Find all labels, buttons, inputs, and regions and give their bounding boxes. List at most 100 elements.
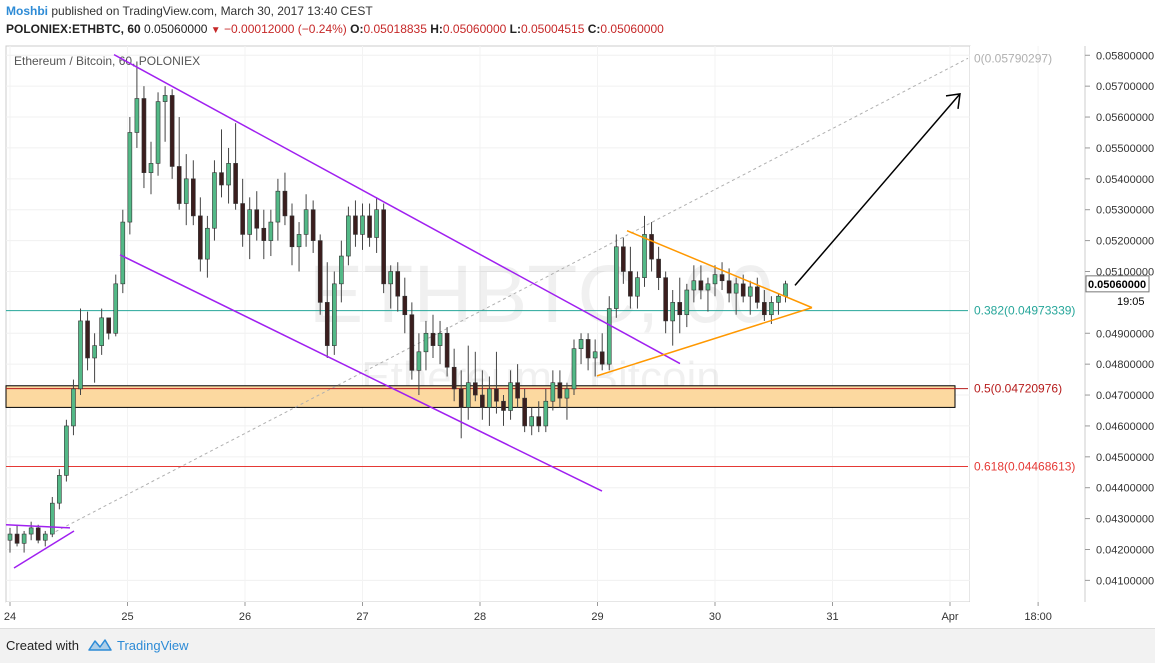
price-tick-label: 0.05200000	[1096, 236, 1154, 248]
candle-up	[99, 317, 104, 346]
candle-up	[71, 388, 76, 427]
candle-up	[769, 302, 774, 316]
channel-lower-line	[119, 254, 603, 492]
candle-up	[487, 388, 492, 408]
symbol-label[interactable]: POLONIEX:ETHBTC, 60	[6, 22, 141, 36]
candle-up	[7, 533, 13, 541]
time-tick-label: 27	[356, 611, 368, 623]
candle-up	[712, 274, 718, 285]
price-tick-label: 0.04900000	[1096, 328, 1154, 340]
candle-down	[762, 302, 767, 316]
drawings[interactable]	[5, 53, 961, 569]
down-arrow-icon: ▼	[210, 25, 221, 36]
chart-title: Ethereum / Bitcoin, 60, POLONIEX	[14, 54, 200, 68]
candle-up	[747, 286, 753, 297]
candle-up	[423, 332, 429, 353]
candle-up	[205, 227, 210, 260]
time-tick-label: 30	[709, 611, 721, 623]
candle-down	[628, 271, 633, 297]
candle-up	[78, 320, 83, 390]
candle-up	[268, 221, 274, 241]
price-tick-label: 0.04100000	[1096, 575, 1154, 587]
price-tick-label: 0.04500000	[1096, 452, 1154, 464]
candle-down	[649, 234, 654, 260]
publication-info: published on TradingView.com, March 30, …	[51, 4, 373, 18]
fib-retracement[interactable]: 0(0.05790297) 0.382(0.04973339) 0.5(0.0472…	[6, 51, 1075, 538]
last-price-tag	[1085, 275, 1150, 293]
fib-level-0382-label: 0.382(0.04973339)	[974, 304, 1075, 318]
candle-up	[134, 98, 140, 133]
candle-down	[677, 302, 683, 316]
candle-up	[691, 280, 697, 291]
candle-up	[642, 234, 647, 278]
price-tick-label: 0.05400000	[1096, 174, 1154, 186]
candle-down	[726, 280, 732, 294]
price-tick-label: 0.04700000	[1096, 390, 1154, 402]
candle-up	[162, 95, 168, 102]
low-value: 0.05004515	[520, 22, 585, 36]
candle-up	[64, 425, 69, 476]
candle-down	[472, 382, 478, 396]
author-link[interactable]: Moshbi	[6, 4, 48, 18]
small-triangle-upper	[5, 524, 71, 529]
candle-down	[317, 240, 323, 303]
low-label: L:	[509, 22, 521, 36]
candle-up	[303, 209, 309, 235]
candle-up	[113, 283, 119, 334]
candle-down	[289, 215, 295, 248]
candle-down	[754, 286, 760, 303]
candle-down	[310, 209, 316, 241]
candle-up	[437, 332, 443, 346]
candle-up	[374, 209, 379, 238]
footer-bar: Created with TradingView	[0, 628, 1155, 663]
fib-level-0618-label: 0.618(0.04468613)	[974, 460, 1075, 474]
candle-down	[444, 332, 450, 368]
candle-up	[57, 475, 62, 504]
candle-down	[656, 258, 661, 278]
time-tick-label: 29	[591, 611, 603, 623]
candle-up	[733, 283, 739, 294]
candle-up	[183, 178, 189, 204]
small-triangle-lower	[13, 530, 75, 569]
candle-up	[776, 295, 781, 303]
candle-up	[571, 348, 577, 390]
candle-up	[578, 339, 584, 350]
candle-up	[388, 271, 394, 285]
candle-up	[705, 283, 711, 291]
price-tick-label: 0.05500000	[1096, 143, 1154, 155]
candle-up	[247, 209, 252, 235]
fib-trendline	[44, 57, 969, 538]
candle-up	[360, 215, 365, 235]
tradingview-brand-link[interactable]: TradingView	[117, 638, 189, 653]
candle-down	[353, 215, 358, 235]
candle-down	[515, 382, 520, 399]
countdown-label: 19:05	[1117, 296, 1145, 308]
grid-lines	[6, 46, 1039, 602]
candle-up	[226, 163, 231, 186]
time-axis: 24 25 26 27 28 29 30 31 Apr 18:00	[4, 602, 1052, 623]
candle-up	[529, 416, 535, 427]
price-tick-label: 0.05800000	[1096, 50, 1154, 62]
candle-up	[670, 302, 676, 322]
candle-down	[106, 317, 111, 334]
candle-down	[176, 166, 182, 204]
time-tick-label: 31	[826, 611, 838, 623]
candle-down	[240, 203, 245, 235]
candle-up	[275, 190, 281, 223]
price-tick-label: 0.04200000	[1096, 544, 1154, 556]
candle-down	[480, 394, 485, 408]
arrow-head-icon	[945, 92, 961, 109]
price-chart[interactable]: ETHBTC, 60 Ethereum / Bitcoin Ethereum /…	[0, 44, 1155, 628]
candle-up	[127, 132, 133, 223]
candle-up	[21, 533, 27, 544]
candle-down	[536, 416, 542, 427]
price-tick-label: 0.05600000	[1096, 112, 1154, 124]
candle-up	[606, 308, 612, 365]
candle-up	[613, 246, 619, 309]
candle-up	[339, 255, 344, 285]
triangle-upper-line	[626, 230, 813, 309]
candle-down	[198, 215, 203, 260]
channel-upper-line	[113, 53, 681, 365]
fib-level-05-label: 0.5(0.04720976)	[974, 382, 1062, 396]
candle-down	[599, 351, 605, 365]
